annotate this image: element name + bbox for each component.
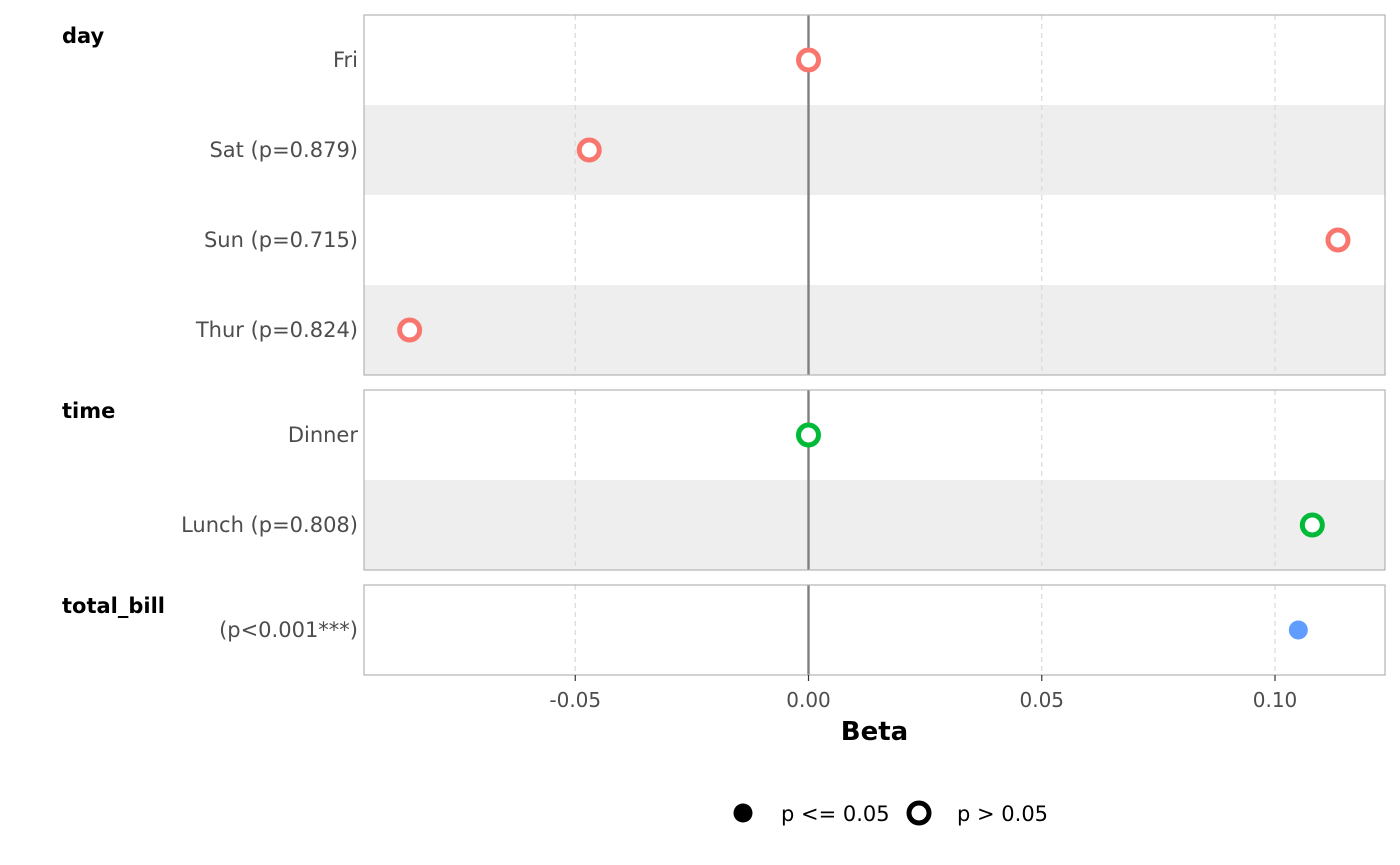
estimate-point <box>796 422 821 448</box>
estimate-point <box>796 47 821 73</box>
row-label: Lunch (p=0.808) <box>181 513 358 537</box>
legend: p <= 0.05 p > 0.05 <box>733 800 1048 826</box>
row-band <box>364 195 1385 285</box>
row-band <box>364 105 1385 195</box>
legend-label: p <= 0.05 <box>781 802 890 826</box>
estimate-point <box>1325 227 1351 253</box>
row-band <box>364 390 1385 480</box>
group-title: time <box>62 399 115 423</box>
panel-time: time Dinner Lunch (p=0.808) <box>62 389 1386 571</box>
x-tick-label: 0.00 <box>786 688 831 712</box>
legend-label: p > 0.05 <box>957 802 1048 826</box>
row-label: Sat (p=0.879) <box>209 138 358 162</box>
panel-border <box>363 389 1386 571</box>
row-band <box>364 15 1385 105</box>
row-label: Dinner <box>288 423 359 447</box>
panel-day: day Fri Sat (p=0.879) Sun (p=0.715) Thur (p=… <box>62 14 1386 376</box>
row-label: (p<0.001***) <box>219 618 358 642</box>
row-band <box>364 585 1385 675</box>
row-band <box>364 480 1385 570</box>
legend-key-filled <box>733 803 753 823</box>
estimate-point <box>1299 512 1325 538</box>
row-label: Thur (p=0.824) <box>195 318 358 342</box>
estimate-point <box>1288 620 1308 640</box>
row-band <box>364 285 1385 375</box>
row-label: Fri <box>333 48 358 72</box>
x-tick-label: 0.05 <box>1019 688 1064 712</box>
estimate-point <box>576 137 602 163</box>
x-axis-title: Beta <box>841 717 908 747</box>
panel-total_bill: total_bill (p<0.001***) <box>62 584 1386 676</box>
legend-key-open <box>906 800 932 826</box>
group-title: day <box>62 24 105 48</box>
estimate-point <box>397 317 423 343</box>
x-tick-label: 0.10 <box>1253 688 1298 712</box>
panel-border <box>363 584 1386 676</box>
group-title: total_bill <box>62 594 165 618</box>
x-tick-label: -0.05 <box>549 688 601 712</box>
x-axis: -0.05 0.00 0.05 0.10 Beta <box>549 675 1297 747</box>
panel-border <box>363 14 1386 376</box>
row-label: Sun (p=0.715) <box>204 228 358 252</box>
